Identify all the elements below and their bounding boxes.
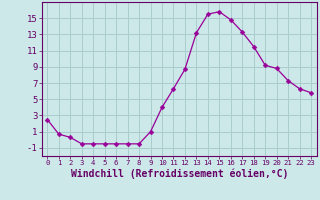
X-axis label: Windchill (Refroidissement éolien,°C): Windchill (Refroidissement éolien,°C) <box>70 169 288 179</box>
